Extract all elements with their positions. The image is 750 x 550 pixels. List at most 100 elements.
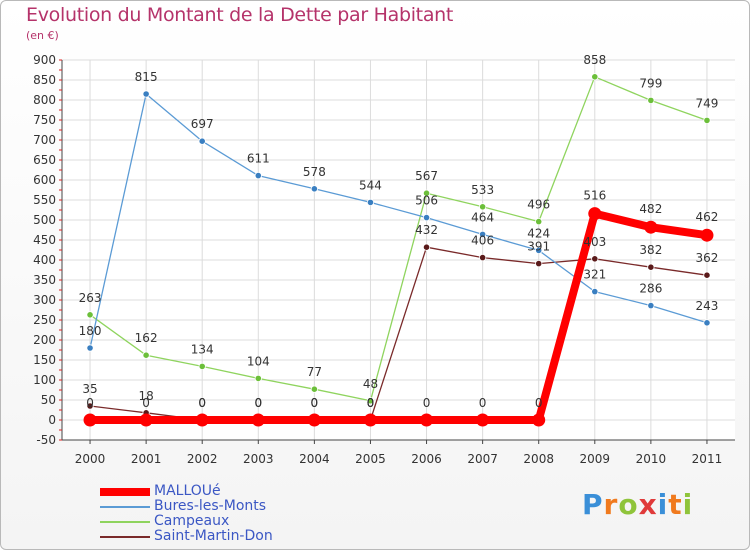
data-label: 506 bbox=[415, 194, 438, 208]
series-point-1 bbox=[591, 287, 599, 296]
series-point-1 bbox=[86, 344, 94, 352]
series-line-0 bbox=[90, 209, 708, 424]
data-label: 104 bbox=[247, 354, 270, 368]
x-tick-label: 2006 bbox=[411, 452, 442, 466]
series-point-0 bbox=[139, 413, 153, 427]
y-tick-label: 450 bbox=[33, 233, 56, 247]
data-label: 0 bbox=[311, 396, 319, 410]
series-point-2 bbox=[142, 351, 150, 359]
legend-swatch bbox=[100, 488, 150, 496]
y-tick-label: 550 bbox=[33, 193, 56, 207]
chart-title: Evolution du Montant de la Dette par Hab… bbox=[26, 4, 454, 26]
data-label: 321 bbox=[583, 268, 606, 282]
series-point-1 bbox=[198, 137, 206, 145]
series-point-0 bbox=[307, 413, 321, 427]
data-label: 0 bbox=[198, 396, 206, 410]
chart-unit-label: (en €) bbox=[26, 29, 59, 42]
data-label: 403 bbox=[583, 235, 606, 249]
data-label: 611 bbox=[247, 152, 270, 166]
y-tick-label: 0 bbox=[48, 413, 56, 427]
data-label: 362 bbox=[696, 251, 719, 265]
series-point-0 bbox=[532, 413, 546, 427]
data-label: 424 bbox=[527, 226, 550, 240]
data-label: 134 bbox=[191, 342, 214, 356]
legend-swatch bbox=[100, 506, 150, 508]
logo-letter: r bbox=[603, 488, 619, 521]
data-label: 0 bbox=[423, 396, 431, 410]
y-tick-label: 700 bbox=[33, 133, 56, 147]
series-point-2 bbox=[703, 116, 711, 125]
logo-letter: i bbox=[657, 488, 669, 521]
y-tick-label: 200 bbox=[33, 333, 56, 347]
legend-label: MALLOUé bbox=[154, 483, 221, 499]
legend-label: Bures-les-Monts bbox=[154, 498, 267, 514]
series-point-0 bbox=[363, 413, 377, 427]
data-label: 243 bbox=[696, 299, 719, 313]
series-point-1 bbox=[703, 319, 711, 327]
y-tick-label: 250 bbox=[33, 313, 56, 327]
x-tick-label: 2005 bbox=[355, 452, 386, 466]
series-point-3 bbox=[647, 263, 655, 271]
data-label: 77 bbox=[307, 365, 322, 379]
logo-letter: o bbox=[618, 488, 639, 521]
x-tick-label: 2003 bbox=[243, 452, 274, 466]
series-point-1 bbox=[366, 198, 375, 206]
series-point-2 bbox=[86, 311, 94, 319]
series-point-2 bbox=[198, 362, 206, 370]
y-tick-label: 750 bbox=[33, 113, 56, 127]
series-point-3 bbox=[422, 243, 431, 251]
data-label: 496 bbox=[527, 198, 550, 212]
data-label: 749 bbox=[696, 96, 719, 110]
y-tick-label: 400 bbox=[33, 253, 56, 267]
series-point-3 bbox=[591, 255, 599, 263]
series-point-3 bbox=[86, 402, 94, 410]
series-point-1 bbox=[535, 246, 543, 254]
series-point-3 bbox=[703, 271, 711, 279]
series-point-2 bbox=[254, 374, 262, 382]
series-point-1 bbox=[142, 90, 150, 98]
series-point-2 bbox=[422, 189, 431, 197]
data-label: 35 bbox=[82, 382, 97, 396]
series-point-0 bbox=[251, 413, 265, 427]
data-label: 464 bbox=[471, 210, 494, 224]
y-tick-label: 50 bbox=[41, 393, 56, 407]
data-label: 286 bbox=[639, 282, 662, 296]
series-point-3 bbox=[479, 254, 487, 262]
data-label: 799 bbox=[639, 76, 662, 90]
data-label: 0 bbox=[367, 396, 375, 410]
data-label: 162 bbox=[135, 331, 158, 345]
legend-label: Campeaux bbox=[154, 513, 230, 529]
y-tick-label: 650 bbox=[33, 153, 56, 167]
x-tick-label: 2009 bbox=[580, 452, 611, 466]
data-label: 0 bbox=[142, 396, 150, 410]
plot-area bbox=[62, 60, 735, 440]
y-tick-label: 100 bbox=[33, 373, 56, 387]
data-label: 0 bbox=[86, 396, 94, 410]
series-point-0 bbox=[644, 220, 658, 234]
series-point-3 bbox=[535, 259, 543, 268]
series-point-2 bbox=[479, 203, 487, 211]
data-label: 0 bbox=[254, 396, 262, 410]
data-label: 382 bbox=[639, 243, 662, 257]
series-point-2 bbox=[310, 385, 318, 393]
data-label: 0 bbox=[254, 396, 262, 410]
data-label: 544 bbox=[359, 178, 382, 192]
y-tick-label: 150 bbox=[33, 353, 56, 367]
x-tick-label: 2008 bbox=[523, 452, 554, 466]
series-point-0 bbox=[83, 413, 97, 427]
legend-label: Saint-Martin-Don bbox=[154, 528, 273, 544]
x-tick-label: 2011 bbox=[692, 452, 723, 466]
x-tick-label: 2010 bbox=[636, 452, 667, 466]
logo-letter: t bbox=[668, 488, 683, 521]
y-tick-label: 850 bbox=[33, 73, 56, 87]
series-point-0 bbox=[588, 207, 602, 221]
data-label: 263 bbox=[79, 291, 102, 305]
data-label: 578 bbox=[303, 165, 326, 179]
y-tick-label: 500 bbox=[33, 213, 56, 227]
proxiti-logo: Proxiti bbox=[582, 488, 693, 521]
data-label: 815 bbox=[135, 70, 158, 84]
x-tick-label: 2001 bbox=[131, 452, 162, 466]
y-tick-label: 800 bbox=[33, 93, 56, 107]
data-label: 48 bbox=[363, 377, 378, 391]
